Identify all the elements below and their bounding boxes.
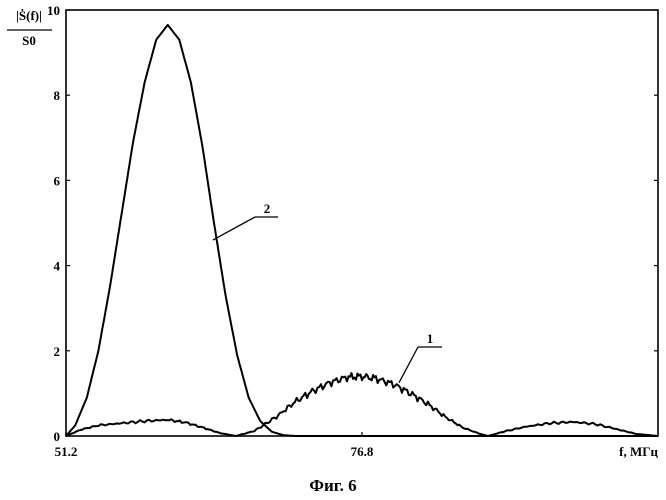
series-1-leader-line	[399, 347, 418, 383]
y-tick-label: 2	[54, 344, 61, 359]
series-2-line	[66, 25, 658, 436]
y-tick-label: 6	[54, 173, 61, 188]
y-axis-label: |Ṡ(f)| S0	[7, 8, 52, 48]
plot-frame	[66, 10, 658, 436]
series-2-leader-line	[213, 217, 255, 240]
x-tick-label: 51.2	[55, 444, 78, 459]
y-tick-label: 0	[54, 429, 61, 444]
y-tick-label: 8	[54, 88, 61, 103]
series-1-line	[66, 373, 658, 436]
series-2-label: 2	[264, 201, 271, 216]
x-axis-label: f, МГц	[619, 444, 658, 459]
figure-caption: Фиг. 6	[309, 476, 356, 495]
y-tick-label: 10	[47, 3, 60, 18]
y-axis-label-numerator: |Ṡ(f)|	[16, 8, 42, 23]
plot-area: 0 2 4 6 8 10 51.2 76.8 2 1	[47, 3, 658, 459]
y-tick-label: 4	[54, 259, 61, 274]
series-1-label: 1	[427, 331, 434, 346]
y-axis-label-denominator: S0	[22, 33, 36, 48]
x-tick-label: 76.8	[351, 444, 374, 459]
